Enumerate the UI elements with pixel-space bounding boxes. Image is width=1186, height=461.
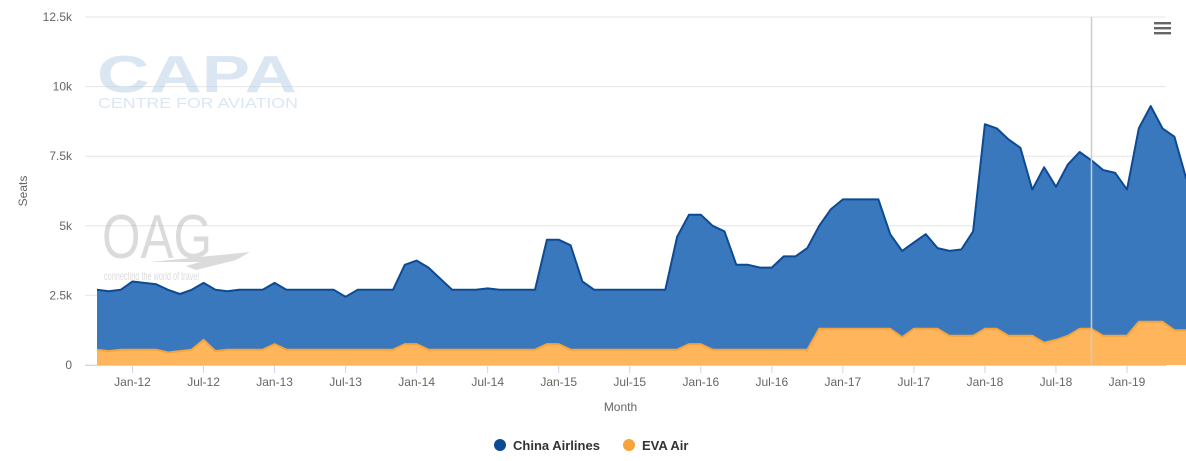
x-tick-label: Jan-17: [825, 375, 862, 389]
capa-subtitle-text: CENTRE FOR AVIATION: [98, 95, 298, 112]
legend-item[interactable]: China Airlines: [494, 438, 600, 453]
capa-watermark: CAPA CENTRE FOR AVIATION: [97, 46, 298, 112]
y-tick-label: 0: [65, 358, 72, 372]
series-area-1[interactable]: [97, 321, 1186, 365]
x-tick-label: Jul-17: [898, 375, 931, 389]
x-tick-label: Jan-18: [967, 375, 1004, 389]
capa-logo-text: CAPA: [97, 46, 297, 104]
plane-icon: [150, 252, 250, 270]
x-tick-label: Jul-15: [613, 375, 646, 389]
x-tick-label: Jan-12: [114, 375, 151, 389]
x-tick-label: Jul-16: [755, 375, 788, 389]
legend-label: China Airlines: [513, 438, 600, 453]
y-tick-label: 2.5k: [49, 288, 73, 302]
x-tick-label: Jul-14: [471, 375, 504, 389]
legend-marker: [623, 439, 635, 451]
x-tick-label: Jul-12: [187, 375, 220, 389]
series-area-0[interactable]: [97, 106, 1186, 365]
oag-watermark: OAG connecting the world of travel: [102, 203, 250, 283]
oag-tagline-text: connecting the world of travel: [104, 269, 199, 283]
legend-label: EVA Air: [642, 438, 688, 453]
axes: 0 2.5k 5k 7.5k 10k 12.5k Jan-12 Jul-12 Jan-13 Jul…: [16, 10, 1166, 414]
x-axis-title: Month: [604, 400, 637, 414]
legend: China Airlines EVA Air: [494, 438, 688, 453]
y-tick-label: 7.5k: [49, 149, 73, 163]
legend-marker: [494, 439, 506, 451]
series-line-1[interactable]: [96, 320, 1186, 354]
x-tick-label: Jul-18: [1040, 375, 1073, 389]
y-axis-title: Seats: [16, 176, 30, 207]
y-tick-label: 12.5k: [43, 10, 73, 24]
hamburger-menu-icon[interactable]: [1154, 22, 1171, 35]
x-tick-label: Jan-15: [540, 375, 577, 389]
y-tick-label: 5k: [59, 219, 73, 233]
series-line-0[interactable]: [96, 105, 1186, 298]
x-tick-label: Jan-14: [398, 375, 435, 389]
x-tick-label: Jul-13: [329, 375, 362, 389]
series-areas: [96, 105, 1186, 365]
x-tick-label: Jan-13: [256, 375, 293, 389]
oag-logo-text: OAG: [102, 203, 212, 272]
legend-item[interactable]: EVA Air: [623, 438, 688, 453]
y-tick-label: 10k: [53, 80, 73, 94]
x-tick-label: Jan-16: [682, 375, 719, 389]
x-tick-label: Jan-19: [1109, 375, 1146, 389]
